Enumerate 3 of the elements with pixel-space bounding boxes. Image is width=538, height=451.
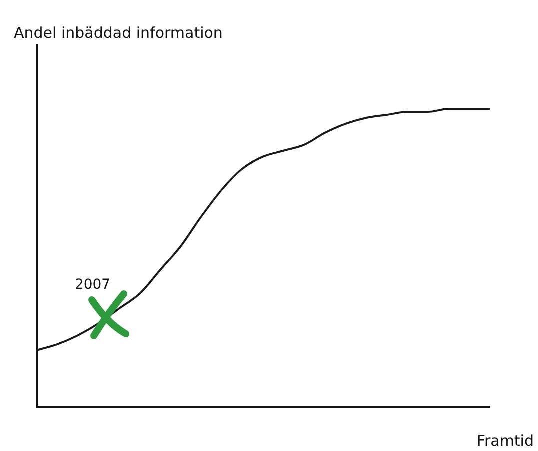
y-axis-title: Andel inbäddad information — [14, 24, 223, 42]
annotation: 2007 — [74, 277, 111, 293]
x-axis-title: Framtid — [476, 432, 534, 450]
